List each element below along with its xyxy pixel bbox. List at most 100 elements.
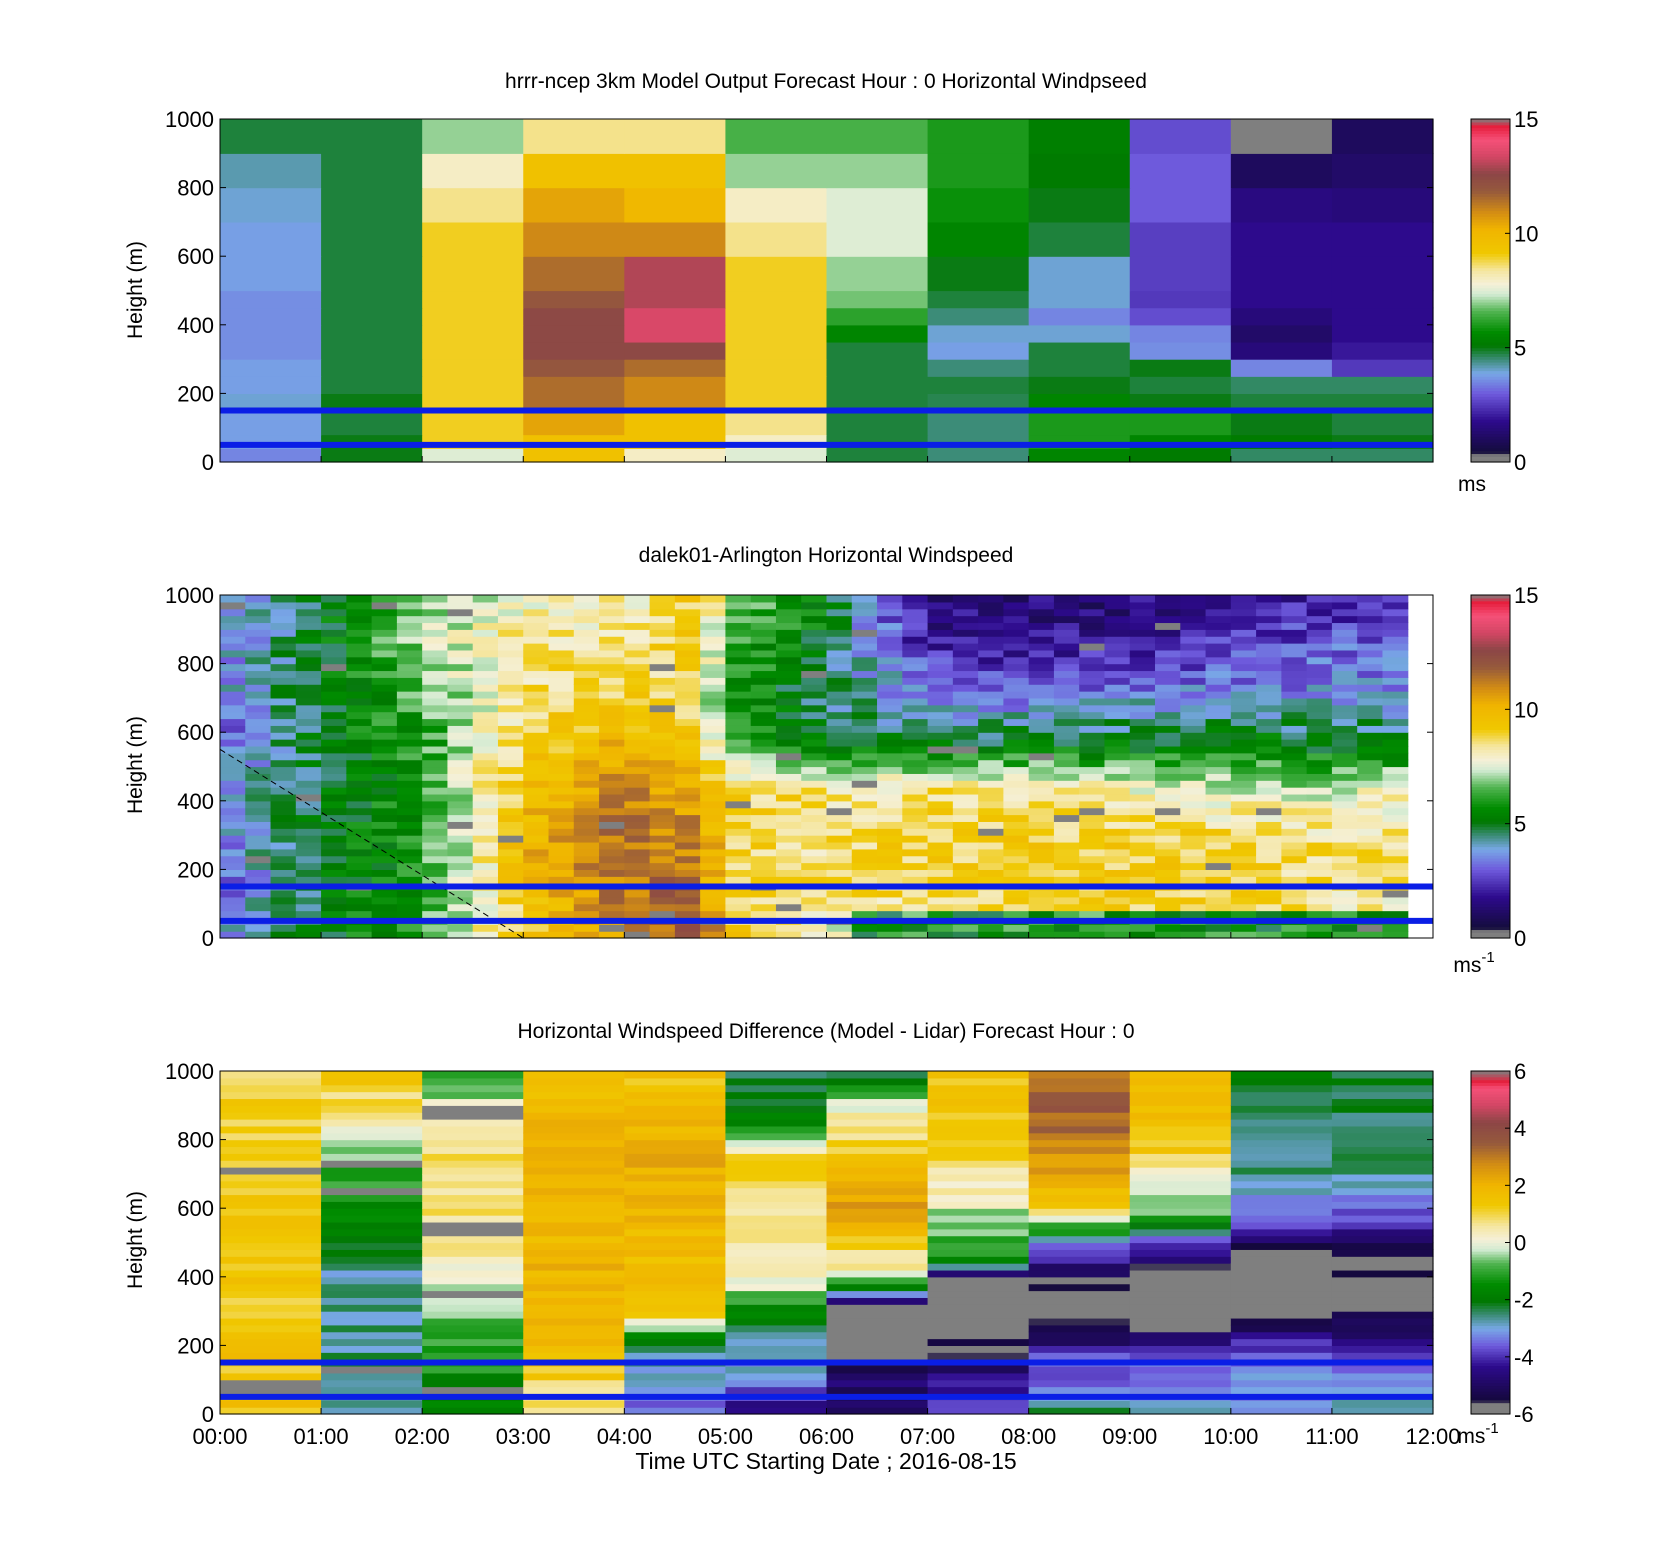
colorbar-segment: [1471, 1211, 1510, 1215]
colorbar-segment: [1471, 815, 1510, 819]
heatmap-cell: [1306, 595, 1333, 603]
heatmap-cell: [472, 780, 499, 788]
heatmap-cell: [1028, 1091, 1131, 1100]
heatmap-cell: [1155, 670, 1181, 678]
colorbar-segment: [1471, 1171, 1510, 1175]
heatmap-cell: [927, 1324, 1030, 1333]
heatmap-cell: [851, 649, 878, 658]
colorbar-segment: [1471, 1293, 1510, 1298]
heatmap-cell: [649, 732, 676, 740]
x-tick-label: 04:00: [597, 1424, 652, 1449]
heatmap-cell: [523, 862, 550, 870]
heatmap-cell: [548, 766, 575, 774]
heatmap-cell: [573, 718, 600, 726]
heatmap-cell: [978, 814, 1004, 822]
heatmap-cell: [523, 359, 625, 377]
heatmap-cell: [220, 1119, 322, 1127]
colorbar-segment: [1471, 723, 1510, 728]
heatmap-cell: [1129, 1160, 1232, 1168]
heatmap-cell: [371, 704, 398, 713]
heatmap-cell: [826, 814, 853, 822]
heatmap-cell: [877, 677, 903, 685]
colorbar-segment: [1471, 350, 1510, 354]
heatmap-cell: [725, 410, 828, 436]
heatmap-cell: [371, 677, 398, 685]
colorbar-segment: [1471, 697, 1510, 702]
heatmap-cell: [573, 828, 600, 836]
heatmap-cell: [927, 835, 954, 843]
heatmap-cell: [624, 1242, 727, 1250]
colorbar-segment: [1471, 361, 1510, 366]
heatmap-cell: [826, 1071, 929, 1079]
heatmap-cell: [826, 725, 853, 733]
heatmap-cell: [497, 704, 524, 713]
heatmap-cell: [321, 1173, 423, 1182]
colorbar-segment: [1471, 293, 1510, 297]
heatmap-cell: [1129, 629, 1156, 637]
heatmap-cell: [1028, 1180, 1131, 1189]
heatmap-cell: [270, 793, 297, 802]
heatmap-cell: [851, 739, 878, 747]
heatmap-cell: [649, 766, 676, 774]
heatmap-cell: [599, 697, 625, 706]
heatmap-cell: [1180, 732, 1207, 740]
heatmap-cell: [700, 629, 727, 637]
heatmap-cell: [220, 1160, 322, 1168]
heatmap-cell: [573, 793, 600, 802]
heatmap-cell: [877, 787, 903, 795]
heatmap-cell: [826, 780, 853, 788]
heatmap-cell: [902, 649, 929, 658]
heatmap-cell: [573, 869, 600, 877]
heatmap-cell: [1205, 684, 1232, 692]
heatmap-cell: [952, 924, 979, 932]
heatmap-cell: [927, 1242, 1030, 1250]
heatmap-cell: [447, 752, 474, 761]
heatmap-cell: [1205, 889, 1232, 898]
heatmap-cell: [447, 745, 474, 754]
colorbar-segment: [1471, 763, 1510, 768]
heatmap-cell: [573, 704, 600, 713]
heatmap-cell: [725, 376, 828, 394]
heatmap-cell: [1104, 663, 1131, 672]
heatmap-cell: [1079, 766, 1106, 774]
heatmap-cell: [422, 793, 449, 802]
heatmap-cell: [321, 1379, 423, 1388]
heatmap-cell: [877, 828, 903, 836]
heatmap-cell: [851, 773, 878, 781]
heatmap-cell: [775, 924, 802, 932]
heatmap-cell: [1331, 1228, 1434, 1237]
heatmap-cell: [523, 622, 550, 630]
heatmap-cell: [1028, 1338, 1131, 1346]
heatmap-cell: [1331, 766, 1358, 774]
colorbar-segment: [1471, 310, 1510, 314]
heatmap-cell: [599, 773, 625, 781]
colorbar-segment: [1471, 153, 1510, 157]
heatmap-cell: [523, 821, 550, 829]
colorbar-segment: [1471, 683, 1510, 688]
heatmap-cell: [523, 1160, 625, 1168]
heatmap-cell: [447, 787, 474, 795]
heatmap-cell: [371, 835, 398, 843]
heatmap-cell: [1331, 290, 1434, 309]
heatmap-cell: [1230, 1208, 1333, 1216]
heatmap-cell: [599, 903, 625, 912]
heatmap-cell: [1205, 780, 1232, 788]
heatmap-cell: [422, 691, 449, 699]
colorbar-segment: [1471, 857, 1510, 862]
heatmap-cell: [346, 725, 373, 733]
heatmap-cell: [1129, 1269, 1232, 1278]
heatmap-cell: [1205, 841, 1232, 850]
heatmap-cell: [1230, 1283, 1333, 1292]
heatmap-cell: [624, 1372, 727, 1381]
heatmap-cell: [1028, 1345, 1131, 1353]
heatmap-cell: [826, 807, 853, 816]
heatmap-cell: [497, 725, 524, 733]
heatmap-cell: [396, 643, 423, 651]
heatmap-cell: [649, 889, 676, 898]
heatmap-cell: [245, 739, 272, 747]
heatmap-cell: [245, 910, 272, 919]
heatmap-cell: [1028, 643, 1055, 651]
heatmap-cell: [624, 393, 727, 412]
heatmap-cell: [1155, 595, 1181, 603]
heatmap-cell: [220, 663, 246, 672]
